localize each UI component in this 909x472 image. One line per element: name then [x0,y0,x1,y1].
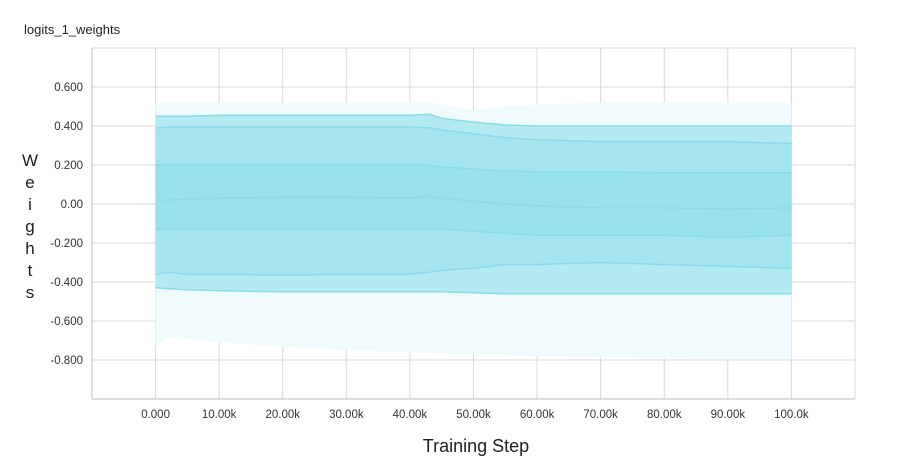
x-tick-label: 50.00k [456,409,491,421]
distribution-bands [155,102,792,359]
y-tick-labels: 0.600 0.400 0.200 0.00 -0.200 -0.400 -0.600 -0.… [50,82,83,367]
x-tick-label: 10.00k [202,409,237,421]
y-tick-label: 0.200 [54,160,83,172]
distribution-band [155,114,792,144]
percentile-line [155,126,792,145]
percentile-line [155,261,792,276]
distribution-band [155,262,792,294]
y-tick-label: 0.600 [54,82,83,94]
percentile-lines [155,113,792,295]
y-axis-label-letter: h [25,239,35,258]
y-axis-label-letter: e [25,173,35,192]
y-tick-label: 0.400 [54,121,83,133]
y-tick-label: -0.200 [50,238,83,250]
y-tick-label: -0.800 [50,355,83,367]
x-axis-label: Training Step [422,436,530,456]
x-tick-label: 70.00k [583,409,618,421]
distribution-band [155,287,792,359]
percentile-line [155,113,792,127]
y-tick-label: -0.600 [50,316,83,328]
percentile-line [155,195,792,210]
percentile-line [155,228,792,238]
y-axis-label-letter: W [21,151,39,170]
percentile-line [155,287,792,295]
y-tick-label: -0.400 [50,277,83,289]
percentile-line [155,164,792,174]
x-tick-label: 20.00k [265,409,300,421]
y-axis-label-letter: s [25,283,35,302]
distribution-band [155,165,792,209]
x-tick-label: 0.000 [141,409,170,421]
x-tick-label: 40.00k [393,409,428,421]
x-tick-label: 90.00k [711,409,746,421]
distribution-band [155,196,792,238]
axes [91,48,855,400]
chart-title: logits_1_weights [24,22,121,37]
y-axis-label-letter: i [28,195,32,214]
distribution-band [155,102,792,126]
x-tick-label: 100.0k [774,409,809,421]
x-tick-label: 60.00k [520,409,555,421]
x-tick-labels: 0.000 10.00k 20.00k 30.00k 40.00k 50.00k 60.00… [141,409,809,421]
y-tick-label: 0.00 [61,199,83,211]
distribution-band [155,229,792,276]
y-axis-label-letter: t [27,261,33,280]
y-axis-label-letter: g [25,217,35,236]
distribution-band [155,127,792,173]
x-tick-label: 80.00k [647,409,682,421]
x-tick-label: 30.00k [329,409,364,421]
